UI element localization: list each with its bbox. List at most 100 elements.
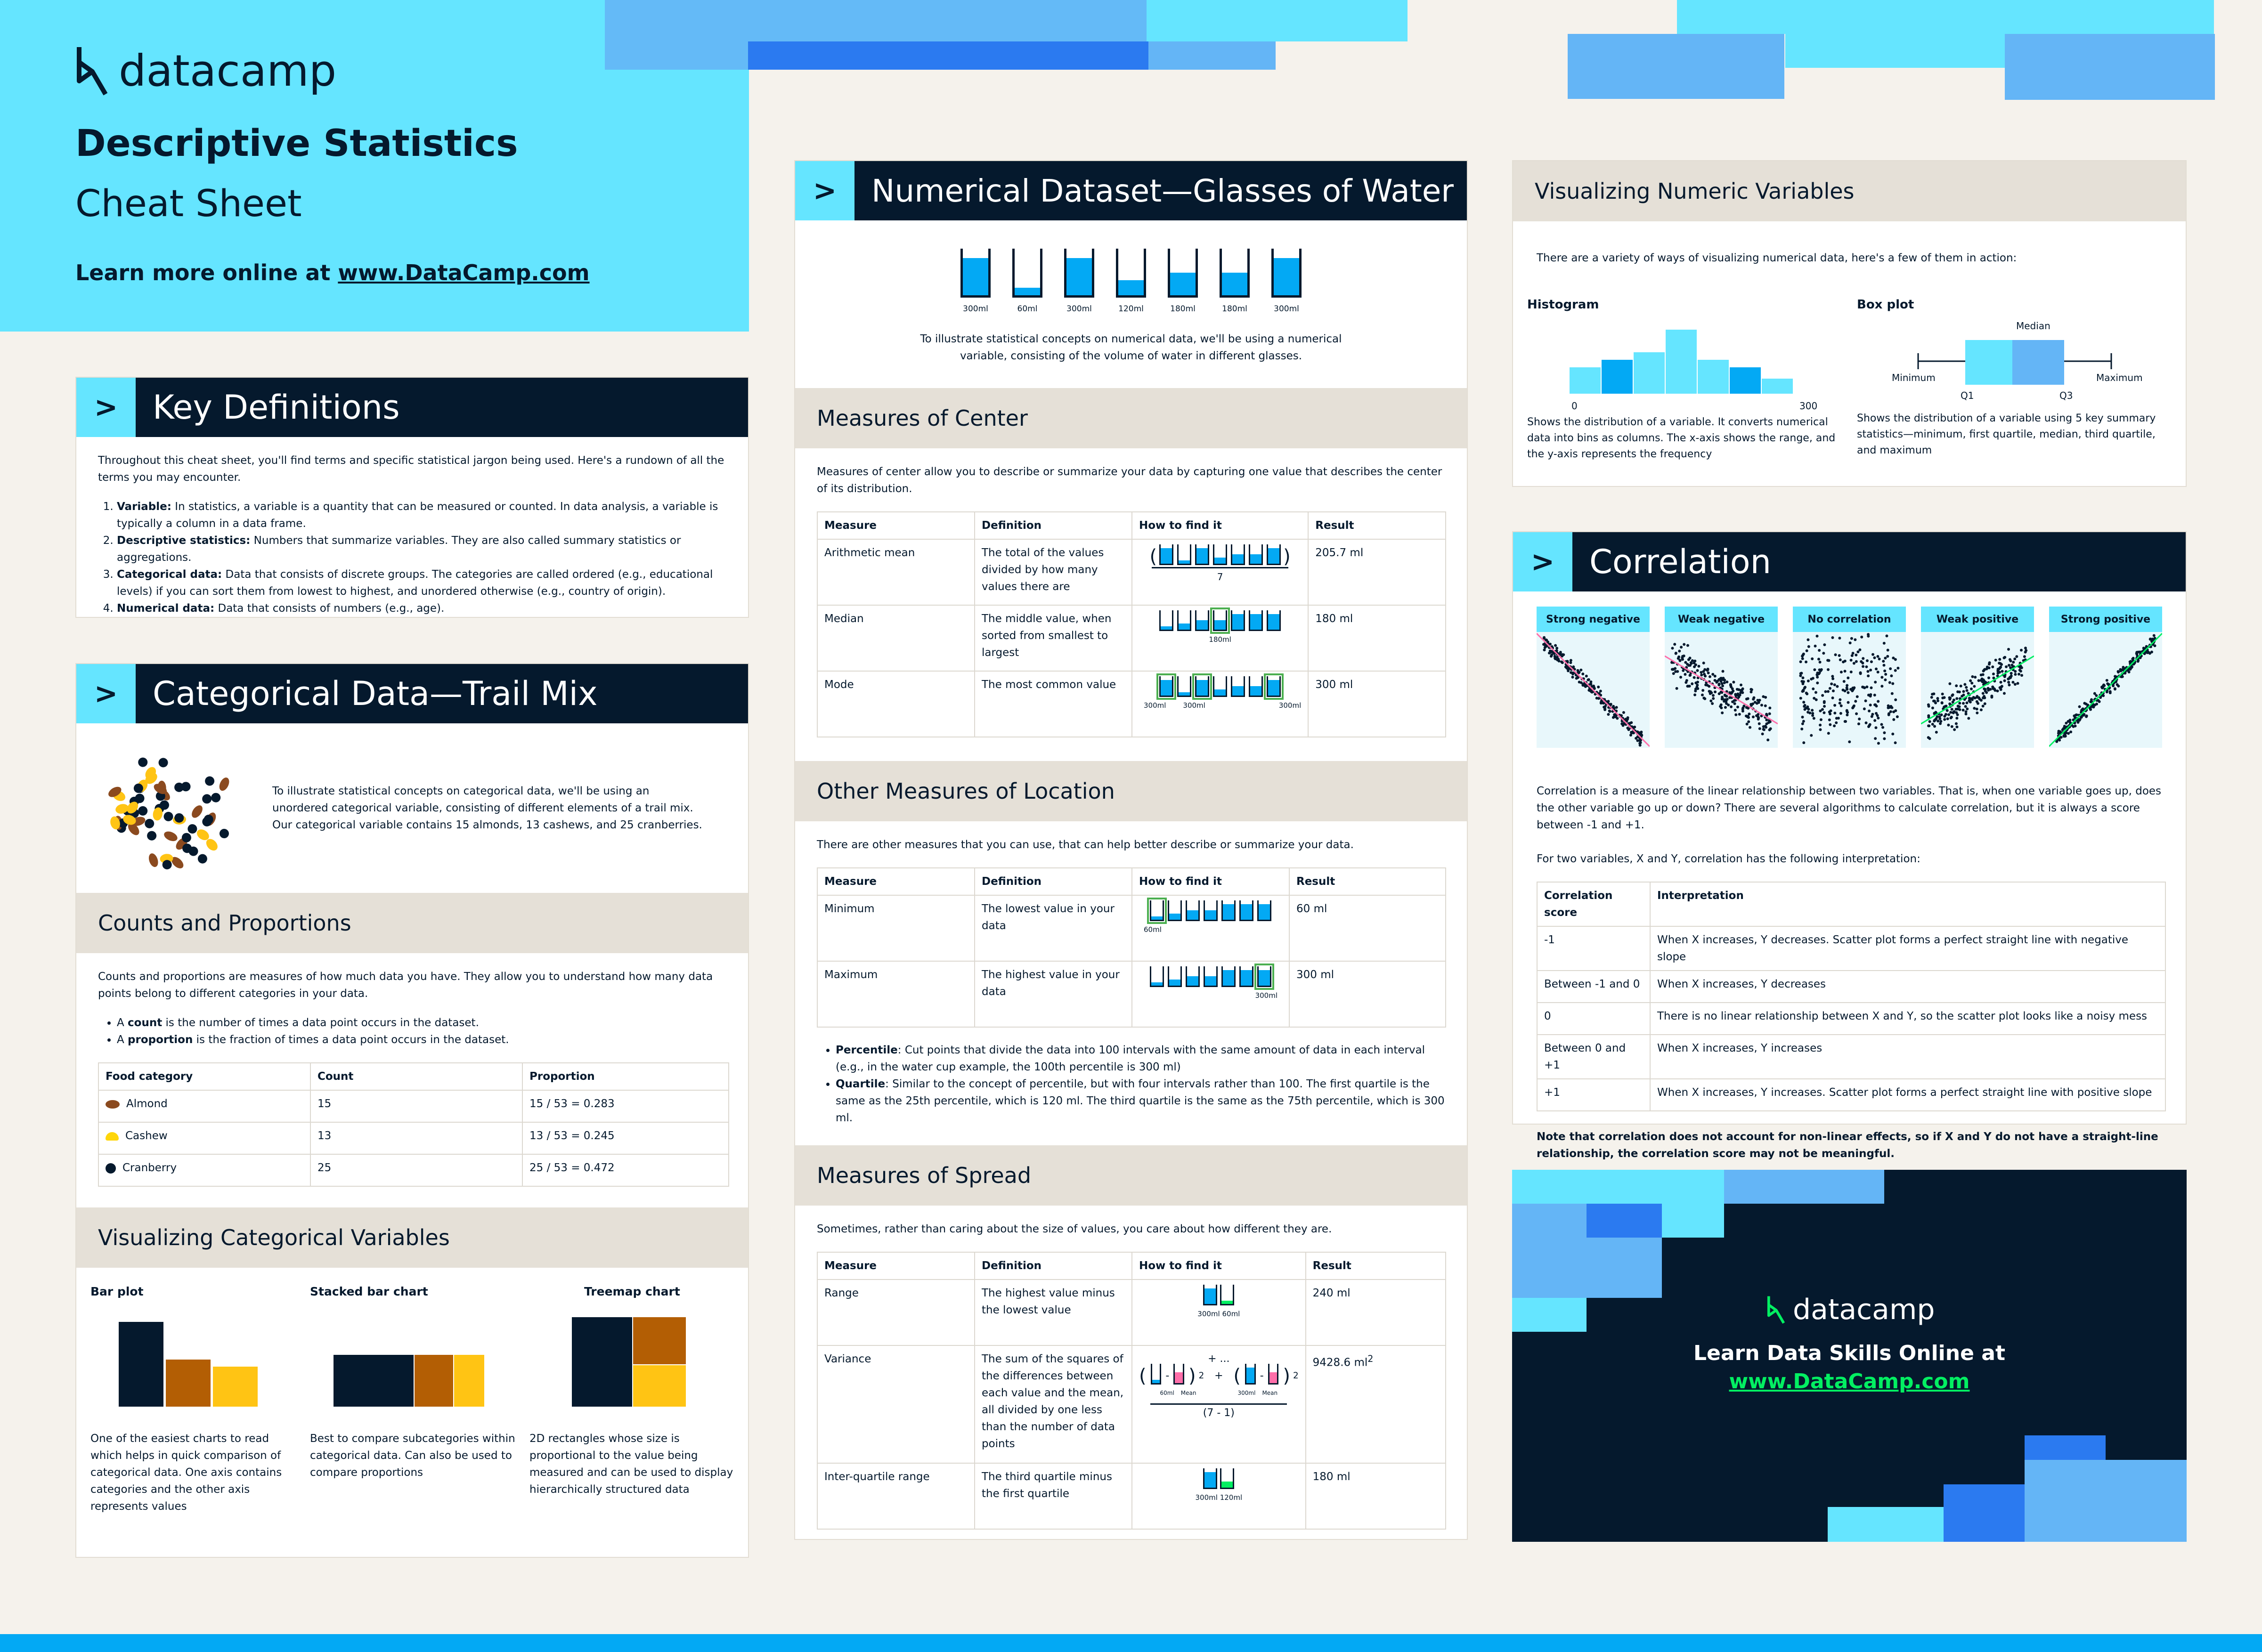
table-header-row: Correlation score Interpretation	[1537, 882, 2166, 927]
scatter-point	[1928, 720, 1931, 723]
water-fill	[1179, 692, 1190, 696]
scatter-point	[1874, 680, 1877, 684]
water-fill	[1179, 623, 1190, 630]
scatter-point	[1589, 680, 1593, 683]
scatter-point	[1709, 699, 1713, 703]
scatter-point	[1569, 659, 1572, 662]
deco-block	[1512, 1170, 1724, 1204]
box-q1-median	[1965, 340, 2012, 385]
scatter-point	[1864, 721, 1868, 725]
scatter-point	[1691, 682, 1694, 685]
scatter-point	[1687, 658, 1690, 661]
table-row: Cashew 13 13 / 53 = 0.245	[98, 1122, 729, 1155]
deco-block	[1148, 41, 1276, 70]
measure-cell: Inter-quartile range	[817, 1463, 975, 1530]
glass-pair	[1139, 1468, 1299, 1489]
promo-link[interactable]: www.DataCamp.com	[1729, 1369, 1970, 1393]
scatter-point	[1961, 708, 1965, 712]
water-fill	[1170, 273, 1196, 295]
scatter-point	[1583, 684, 1587, 688]
scatter-point	[1722, 677, 1725, 680]
cashew-icon	[127, 802, 138, 814]
scatter-point	[1892, 718, 1896, 721]
scatter-point	[1874, 726, 1878, 729]
scatter-point	[1894, 741, 1897, 745]
scatter-point	[1855, 712, 1858, 715]
scatter-point	[1943, 718, 1946, 721]
categorical-panel: > Categorical Data—Trail Mix To illustrat…	[75, 663, 749, 1558]
scatter-point	[1956, 690, 1960, 693]
scatter-point	[2024, 647, 2027, 650]
scatter-point	[1858, 648, 1862, 651]
scatter-point	[1936, 699, 1939, 703]
scatter-point	[1870, 660, 1873, 664]
page-subtitle: Cheat Sheet	[75, 183, 302, 225]
scatter-point	[1851, 652, 1855, 655]
promo-logo[interactable]: datacamp	[1766, 1293, 1935, 1326]
scatter-point	[1953, 728, 1956, 731]
q3-label: Q3	[2059, 390, 2073, 401]
median-label: Median	[2016, 320, 2050, 332]
scatter-point	[2011, 680, 2015, 684]
scatter-point	[1849, 688, 1853, 691]
scatter-point	[1703, 697, 1707, 700]
scatter-point	[1593, 687, 1596, 690]
scatter-point	[1882, 660, 1885, 663]
scatter-point	[1816, 675, 1819, 679]
learn-link[interactable]: www.DataCamp.com	[338, 260, 590, 285]
table-row: Variance The sum of the squares of the di…	[817, 1345, 1447, 1464]
scatter-point	[1874, 737, 1877, 740]
water-fill	[1223, 970, 1234, 986]
scatter-point	[1838, 702, 1841, 705]
definition: Data that consists of numbers (e.g., age…	[214, 602, 445, 615]
scatter-point	[1764, 704, 1767, 707]
bar	[213, 1367, 258, 1407]
scatter-point	[1959, 684, 1962, 688]
scatter-point	[1735, 688, 1739, 691]
glass-icon	[1271, 249, 1302, 298]
scatter-point	[1980, 677, 1984, 680]
list-item: Quartile: Similar to the concept of perc…	[836, 1076, 1445, 1126]
scatter-point	[1889, 667, 1892, 670]
definition-cell: The highest value minus the lowest value	[974, 1279, 1132, 1346]
glass-icon	[1239, 966, 1253, 987]
column-header: Count	[310, 1062, 523, 1091]
scatter-point	[1849, 658, 1853, 662]
scatter-point	[1679, 675, 1683, 679]
scatter-point	[1889, 710, 1892, 713]
brand-logo[interactable]: datacamp	[75, 43, 336, 98]
definition: Data that consists of discrete groups. T…	[117, 568, 713, 598]
bullet-text: A	[117, 1034, 128, 1046]
viz-numeric-title: Visualizing Numeric Variables	[1513, 161, 2186, 221]
glass-label: 300ml	[1195, 1493, 1218, 1502]
scatter-point	[1857, 722, 1860, 726]
water-fill	[1204, 1472, 1216, 1488]
scatter-point	[1853, 686, 1856, 689]
column-header: Definition	[974, 511, 1132, 540]
water-fill	[1232, 686, 1244, 696]
scatter-point	[1843, 670, 1847, 673]
scatter-point	[1703, 672, 1706, 676]
scatter-point	[1927, 724, 1930, 728]
table-row: Arithmetic mean The total of the values d…	[817, 539, 1446, 606]
bar-plot-desc: One of the easiest charts to read which …	[90, 1433, 282, 1513]
scatter-point	[1845, 710, 1848, 713]
definition: : Cut points that divide the data into 1…	[836, 1044, 1425, 1073]
scatter-point	[1709, 692, 1712, 695]
scatter-point	[1859, 671, 1862, 674]
scatter-point	[1724, 706, 1727, 709]
glass-icon	[1204, 900, 1218, 921]
ellipsis: + ... +	[1208, 1353, 1230, 1382]
scatter-point	[1834, 653, 1837, 656]
deco-block	[1587, 1238, 1662, 1298]
scatter-point	[2023, 655, 2026, 658]
scatter-point	[1934, 711, 1937, 714]
scatter-point	[1839, 698, 1842, 701]
scatter-point	[2057, 729, 2060, 733]
score-cell: 0	[1537, 1002, 1651, 1035]
scatter-point	[1693, 665, 1696, 668]
column-header: Measure	[817, 511, 975, 540]
glass-icon	[1168, 966, 1182, 987]
treemap-desc: 2D rectangles whose size is proportional…	[529, 1433, 733, 1496]
scatter-point	[2007, 648, 2010, 651]
